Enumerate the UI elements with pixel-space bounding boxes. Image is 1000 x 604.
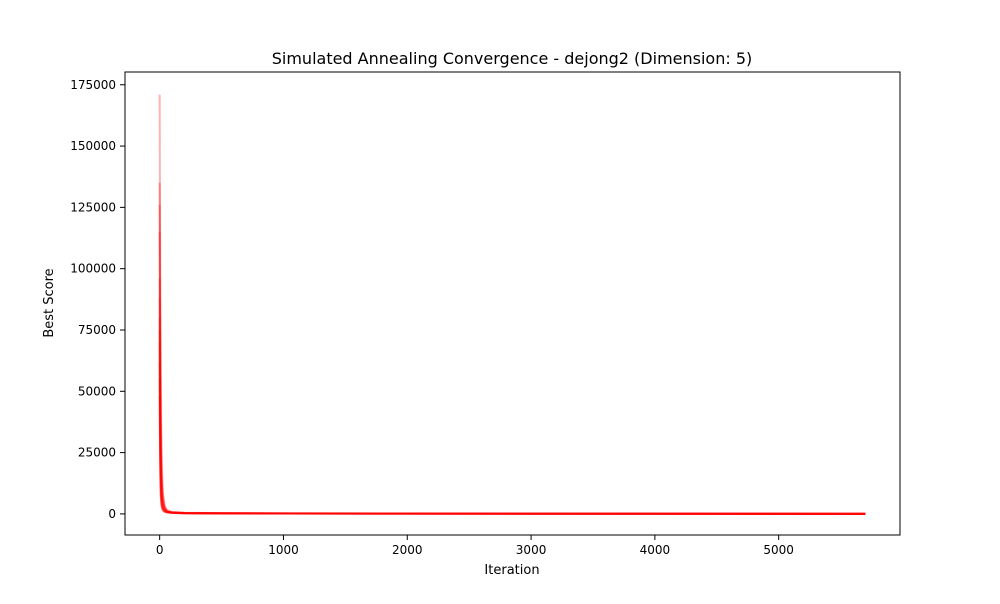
- plot-area-frame: [124, 71, 901, 536]
- series-line-8: [158, 329, 866, 515]
- series-line-1: [158, 94, 866, 515]
- y-tick-label: 25000: [78, 446, 116, 460]
- series-line-6: [158, 298, 866, 515]
- series-line-11: [158, 379, 866, 515]
- series-line-7: [158, 317, 866, 515]
- series-line-3: [158, 204, 866, 515]
- y-tick-label: 125000: [70, 200, 116, 214]
- x-tick-label: 2000: [392, 543, 423, 557]
- y-tick-label: 50000: [78, 384, 116, 398]
- x-axis-ticks: 0 1000 2000 3000 4000 5000: [156, 535, 794, 557]
- y-axis-label: Best Score: [42, 268, 57, 337]
- series-line-2: [158, 182, 866, 515]
- y-tick-label: 75000: [78, 323, 116, 337]
- x-tick-label: 0: [156, 543, 164, 557]
- series-line-10: [158, 361, 866, 515]
- chart-title: Simulated Annealing Convergence - dejong…: [272, 49, 753, 68]
- series-line-4: [158, 231, 866, 515]
- series-line-9: [158, 342, 866, 515]
- x-tick-label: 1000: [268, 543, 299, 557]
- x-tick-label: 5000: [763, 543, 794, 557]
- y-tick-label: 100000: [70, 262, 116, 276]
- y-tick-label: 150000: [70, 139, 116, 153]
- y-tick-label: 0: [108, 507, 116, 521]
- x-axis-label: Iteration: [484, 563, 539, 578]
- series-layer: [158, 94, 866, 515]
- y-tick-label: 175000: [70, 78, 116, 92]
- series-line-5: [158, 278, 866, 515]
- x-tick-label: 4000: [640, 543, 671, 557]
- series-line-12: [158, 396, 866, 515]
- x-tick-label: 3000: [516, 543, 547, 557]
- y-axis-ticks: 0 25000 50000 75000 100000 125000 150000 175000: [70, 78, 125, 521]
